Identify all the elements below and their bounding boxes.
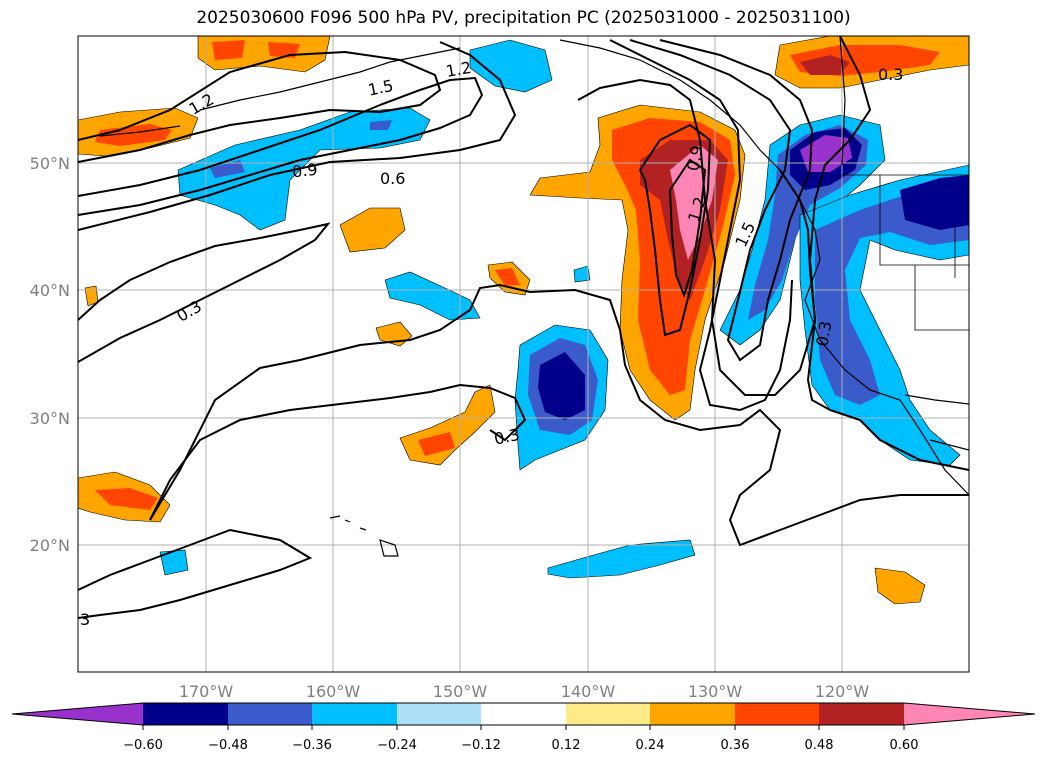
colorbar-segment (650, 703, 735, 725)
lon-tick-label: 150°W (433, 682, 488, 701)
colorbar-segment (143, 703, 228, 725)
colorbar-tick-label: −0.36 (292, 738, 332, 753)
colorbar-tick-label: 0.24 (636, 738, 665, 753)
lon-tick-label: 170°W (179, 682, 234, 701)
colorbar-tick-label: −0.24 (377, 738, 417, 753)
contour-label: 0.3 (492, 425, 521, 449)
colorbar-tick-label: 0.12 (552, 738, 581, 753)
colorbar-tick-label: 0.36 (721, 738, 750, 753)
map-frame (77, 35, 970, 673)
colorbar-tick-label: −0.60 (123, 738, 163, 753)
lon-tick-label: 120°W (815, 682, 870, 701)
lat-tick-label: 50°N (30, 154, 70, 173)
pv-contours (78, 36, 969, 619)
lat-tick-label: 40°N (30, 281, 70, 300)
colorbar-segment (228, 703, 312, 725)
colorbar-tick-label: −0.48 (208, 738, 248, 753)
colorbar: −0.60 −0.48 −0.36 −0.24 −0.12 0.12 0.24 … (11, 702, 1036, 753)
contour-label: 3 (80, 610, 90, 629)
contour-label: 0.6 (380, 169, 405, 188)
contour-label: 0.3 (812, 319, 835, 347)
contour-label: 0.3 (878, 65, 903, 84)
lat-tick-label: 30°N (30, 409, 70, 428)
colorbar-segment (735, 703, 819, 725)
lon-tick-labels: 170°W 160°W 150°W 140°W 130°W 120°W (179, 682, 870, 701)
colorbar-segment (819, 703, 904, 725)
contour-label: 0.9 (683, 144, 707, 173)
lon-tick-label: 140°W (561, 682, 616, 701)
colorbar-segment (481, 703, 566, 725)
chart-title: 2025030600 F096 500 hPa PV, precipitatio… (196, 8, 851, 28)
colorbar-segment (312, 703, 397, 725)
colorbar-tick-label: 0.48 (805, 738, 834, 753)
colorbar-tick-label: 0.60 (890, 738, 919, 753)
contour-label: 0.9 (291, 160, 318, 182)
colorbar-segment (566, 703, 650, 725)
colorbar-extend-low (12, 703, 143, 725)
colorbar-extend-high (904, 703, 1035, 725)
colorbar-segment (397, 703, 481, 725)
lat-tick-labels: 50°N 40°N 30°N 20°N (30, 154, 70, 555)
lon-tick-label: 160°W (306, 682, 361, 701)
map-panel: 1.2 1.5 1.2 0.9 0.6 0.3 0.3 0.9 1.2 1.5 … (78, 36, 969, 672)
lon-tick-label: 130°W (688, 682, 743, 701)
contour-label: 1.2 (444, 58, 472, 81)
contour-label: 1.5 (366, 76, 395, 100)
lat-tick-label: 20°N (30, 536, 70, 555)
anomaly-negative-north (469, 39, 553, 93)
colorbar-tick-label: −0.12 (461, 738, 501, 753)
